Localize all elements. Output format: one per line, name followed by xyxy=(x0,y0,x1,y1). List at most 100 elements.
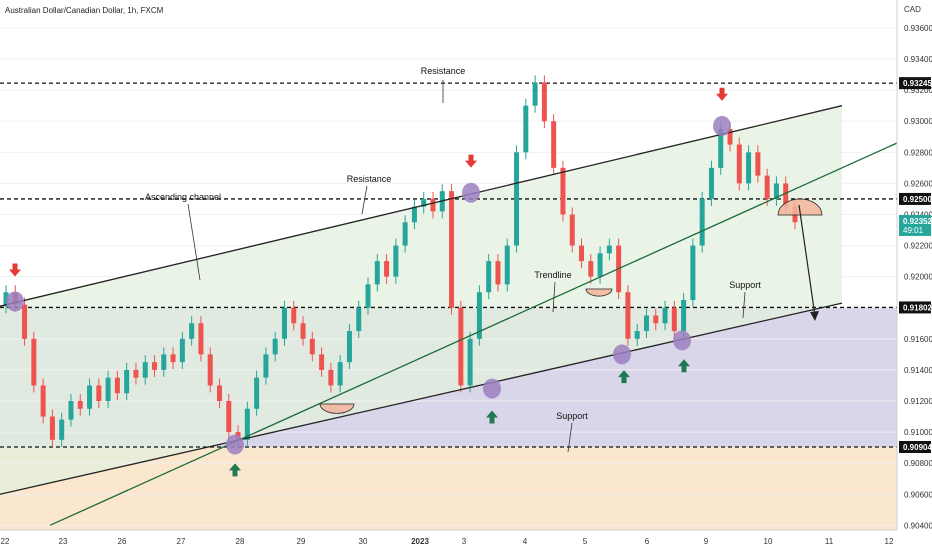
candle-body-76 xyxy=(708,167,714,199)
candle-body-4 xyxy=(40,385,46,417)
candle-body-16 xyxy=(152,362,158,370)
candle-body-59 xyxy=(551,121,557,168)
x-tick-label-15: 12 xyxy=(885,537,894,546)
y-tick-label-5: 0.92600 xyxy=(904,179,932,188)
candle-body-44 xyxy=(411,206,417,223)
y-tick-label-7: 0.92200 xyxy=(904,242,932,251)
candle-body-68 xyxy=(634,331,640,339)
candle-body-67 xyxy=(625,292,631,339)
candle-body-37 xyxy=(346,331,352,363)
touch-marker-2 xyxy=(462,182,480,203)
candle-body-39 xyxy=(365,284,371,308)
candle-body-19 xyxy=(179,338,185,363)
price-badge-4 xyxy=(899,441,931,454)
candle-body-34 xyxy=(319,354,325,370)
x-tick-label-4: 28 xyxy=(236,537,245,546)
annotation-label-2: Ascending channel xyxy=(145,192,221,202)
candle-body-24 xyxy=(226,400,232,433)
candle-body-35 xyxy=(328,369,334,386)
candle-body-69 xyxy=(643,315,649,332)
down-arrow-0 xyxy=(9,263,21,277)
candle-body-23 xyxy=(216,385,222,401)
candle-body-40 xyxy=(374,261,380,285)
candle-body-72 xyxy=(671,307,677,332)
candle-body-3 xyxy=(31,338,37,386)
y-tick-label-15: 0.90600 xyxy=(904,490,932,499)
candle-body-53 xyxy=(495,261,501,285)
y-tick-label-4: 0.92800 xyxy=(904,148,932,157)
candle-body-20 xyxy=(189,323,195,339)
y-tick-label-12: 0.91200 xyxy=(904,397,932,406)
candle-body-33 xyxy=(309,338,315,355)
touch-marker-4 xyxy=(613,344,631,365)
candle-body-28 xyxy=(263,354,269,378)
current-price-badge xyxy=(899,214,931,236)
x-tick-label-3: 27 xyxy=(177,537,186,546)
candle-body-51 xyxy=(476,292,482,339)
candle-body-52 xyxy=(486,261,492,293)
currency-label: CAD xyxy=(904,5,921,14)
candle-body-21 xyxy=(198,323,204,355)
candle-body-58 xyxy=(541,82,547,122)
candle-body-50 xyxy=(467,338,473,386)
annotation-pointer-1 xyxy=(361,185,368,215)
candle-body-77 xyxy=(718,129,724,168)
candle-body-27 xyxy=(254,377,260,409)
current-price-label: 0.92352 xyxy=(903,217,932,226)
x-axis-panel xyxy=(0,530,932,550)
annotation-label-5: Support xyxy=(556,411,588,421)
candle-body-36 xyxy=(337,362,343,386)
annotation-label-3: Trendline xyxy=(534,270,571,280)
down-arrow-1 xyxy=(465,154,477,168)
candle-body-29 xyxy=(272,338,278,355)
price-badge-label-0: 0.93245 xyxy=(903,79,932,88)
touch-marker-5 xyxy=(673,330,691,351)
y-tick-label-1: 0.93400 xyxy=(904,55,932,64)
x-tick-label-13: 10 xyxy=(764,537,773,546)
touch-marker-0 xyxy=(6,291,24,312)
up-arrow-1 xyxy=(486,410,498,424)
candle-body-62 xyxy=(579,245,585,262)
candle-body-79 xyxy=(736,144,742,184)
annotation-label-4: Support xyxy=(729,280,761,290)
arc-highlight-2 xyxy=(777,198,823,216)
annotation-label-0: Resistance xyxy=(421,66,466,76)
candle-body-71 xyxy=(662,307,668,324)
candle-body-32 xyxy=(300,323,306,339)
x-tick-label-14: 11 xyxy=(825,537,834,546)
up-arrow-2 xyxy=(618,370,630,384)
channel-upper-line xyxy=(0,105,843,307)
candle-body-45 xyxy=(421,198,427,207)
chart-title: Australian Dollar/Canadian Dollar, 1h, F… xyxy=(5,6,164,15)
x-tick-label-1: 23 xyxy=(59,537,68,546)
annotation-label-1: Resistance xyxy=(347,174,392,184)
x-tick-label-8: 3 xyxy=(462,537,467,546)
candle-body-11 xyxy=(105,377,111,401)
y-axis-panel xyxy=(897,0,932,550)
x-tick-label-2: 26 xyxy=(118,537,127,546)
y-tick-label-16: 0.90400 xyxy=(904,521,932,530)
candle-body-10 xyxy=(96,385,102,401)
candle-body-13 xyxy=(124,369,130,394)
candle-body-83 xyxy=(773,183,779,199)
y-tick-label-0: 0.93600 xyxy=(904,24,932,33)
candle-body-54 xyxy=(504,245,510,285)
candle-body-65 xyxy=(606,245,612,254)
price-badge-0 xyxy=(899,77,931,90)
candle-body-55 xyxy=(514,152,520,246)
candle-body-78 xyxy=(727,129,733,145)
channel-fill xyxy=(0,105,842,495)
annotation-pointer-4 xyxy=(742,291,746,319)
y-tick-label-2: 0.93200 xyxy=(904,86,932,95)
price-badge-3 xyxy=(899,301,931,314)
candle-body-41 xyxy=(384,261,390,277)
candle-body-73 xyxy=(681,299,687,332)
candle-body-48 xyxy=(449,191,455,308)
x-tick-label-11: 6 xyxy=(645,537,650,546)
candle-body-70 xyxy=(653,315,659,324)
price-badge-label-1: 0.92500 xyxy=(903,195,932,204)
y-tick-label-11: 0.91400 xyxy=(904,366,932,375)
candle-body-82 xyxy=(764,175,770,199)
